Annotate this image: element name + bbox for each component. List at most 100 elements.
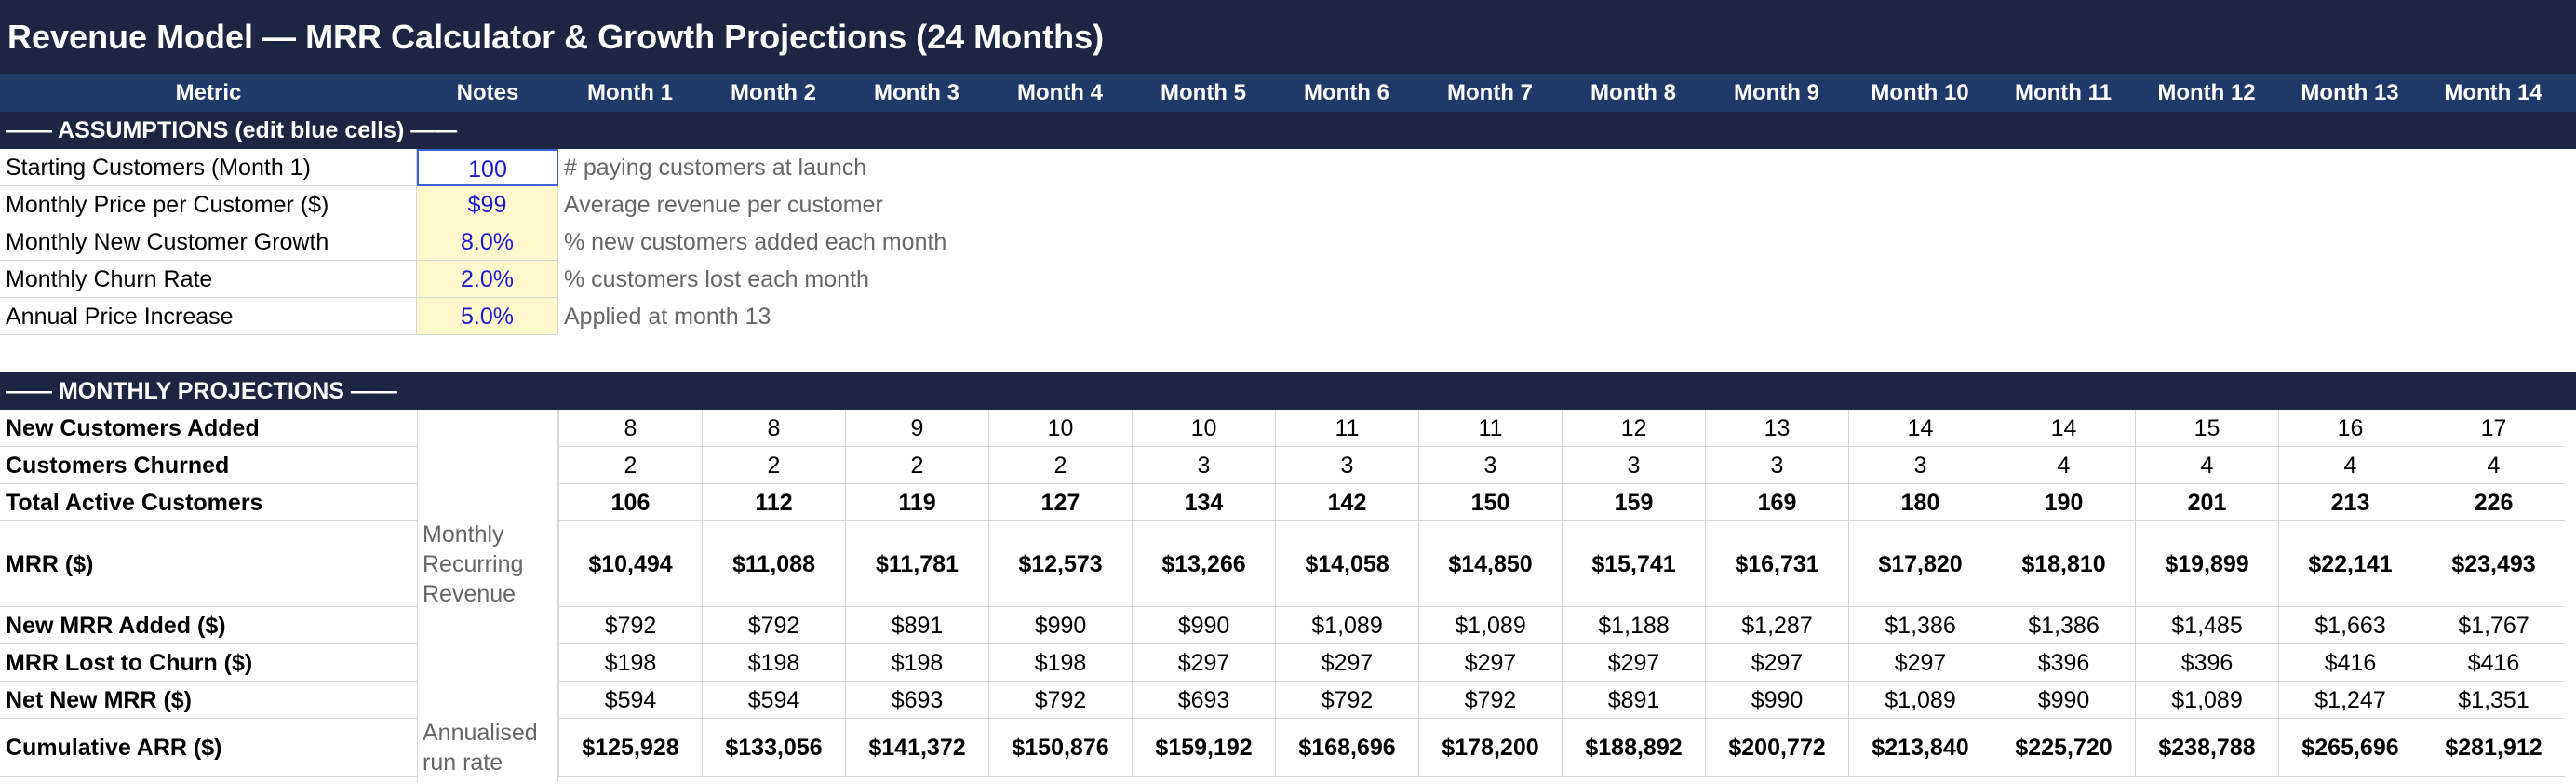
- projection-row-label[interactable]: New Customers Added: [0, 410, 417, 447]
- projection-value-cell[interactable]: 11: [1275, 410, 1418, 447]
- projection-value-cell[interactable]: $1,351: [2422, 682, 2565, 719]
- projection-value-cell[interactable]: 3: [1562, 447, 1705, 484]
- projection-value-cell[interactable]: $891: [845, 607, 988, 644]
- projection-value-cell[interactable]: $13,266: [1132, 521, 1275, 607]
- assumption-label[interactable]: Monthly Churn Rate: [0, 261, 417, 298]
- projection-value-cell[interactable]: $238,788: [2135, 719, 2278, 777]
- header-metric[interactable]: Metric: [175, 80, 242, 105]
- header-month-3[interactable]: Month 3: [874, 80, 959, 105]
- header-month-14[interactable]: Month 14: [2444, 80, 2542, 105]
- projection-value-cell[interactable]: $990: [988, 607, 1132, 644]
- header-month-9[interactable]: Month 9: [1734, 80, 1819, 105]
- projection-value-cell[interactable]: 11: [1418, 410, 1562, 447]
- projection-value-cell[interactable]: $1,089: [2135, 682, 2278, 719]
- projection-value-cell[interactable]: $168,696: [1275, 719, 1418, 777]
- assumption-label[interactable]: Starting Customers (Month 1): [0, 149, 417, 186]
- header-month-13[interactable]: Month 13: [2301, 80, 2399, 105]
- projection-value-cell[interactable]: $416: [2422, 644, 2565, 682]
- projection-value-cell[interactable]: $396: [2135, 644, 2278, 682]
- projection-value-cell[interactable]: $297: [1275, 644, 1418, 682]
- projection-value-cell[interactable]: $1,767: [2422, 607, 2565, 644]
- projection-value-cell[interactable]: $297: [1705, 644, 1848, 682]
- projection-value-cell[interactable]: $19,899: [2135, 521, 2278, 607]
- projection-value-cell[interactable]: 3: [1132, 447, 1275, 484]
- header-month-12[interactable]: Month 12: [2157, 80, 2256, 105]
- projection-row-label[interactable]: MRR ($): [0, 521, 417, 607]
- header-month-6[interactable]: Month 6: [1304, 80, 1389, 105]
- projection-value-cell[interactable]: $11,088: [702, 521, 845, 607]
- projection-value-cell[interactable]: 9: [845, 410, 988, 447]
- projection-value-cell[interactable]: $200,772: [1705, 719, 1848, 777]
- projection-value-cell[interactable]: $792: [558, 607, 702, 644]
- projection-row-label[interactable]: Total Active Customers: [0, 484, 417, 521]
- projection-value-cell[interactable]: $1,386: [1848, 607, 1992, 644]
- projection-value-cell[interactable]: 201: [2135, 484, 2278, 521]
- projection-value-cell[interactable]: $16,731: [1705, 521, 1848, 607]
- header-month-5[interactable]: Month 5: [1161, 80, 1246, 105]
- projection-value-cell[interactable]: $990: [1992, 682, 2135, 719]
- assumption-note[interactable]: Applied at month 13: [564, 304, 771, 330]
- projection-value-cell[interactable]: $990: [1132, 607, 1275, 644]
- projection-value-cell[interactable]: $990: [1705, 682, 1848, 719]
- assumption-note[interactable]: % new customers added each month: [564, 229, 947, 255]
- projection-value-cell[interactable]: $188,892: [1562, 719, 1705, 777]
- assumption-note[interactable]: Average revenue per customer: [564, 192, 883, 218]
- projection-row-note[interactable]: Monthly Recurring Revenue: [423, 521, 524, 607]
- assumption-label[interactable]: Monthly Price per Customer ($): [0, 186, 417, 223]
- projection-value-cell[interactable]: 13: [1705, 410, 1848, 447]
- projection-value-cell[interactable]: 16: [2278, 410, 2422, 447]
- projection-value-cell[interactable]: 3: [1418, 447, 1562, 484]
- projection-value-cell[interactable]: $281,912: [2422, 719, 2565, 777]
- projection-row-label[interactable]: MRR Lost to Churn ($): [0, 644, 417, 682]
- projection-value-cell[interactable]: $141,372: [845, 719, 988, 777]
- projection-value-cell[interactable]: $150,876: [988, 719, 1132, 777]
- projection-value-cell[interactable]: 4: [2422, 447, 2565, 484]
- projection-value-cell[interactable]: $198: [702, 644, 845, 682]
- projection-value-cell[interactable]: $693: [845, 682, 988, 719]
- assumption-note[interactable]: # paying customers at launch: [564, 155, 867, 181]
- projection-value-cell[interactable]: 12: [1562, 410, 1705, 447]
- projection-value-cell[interactable]: 106: [558, 484, 702, 521]
- projection-value-cell[interactable]: 15: [2135, 410, 2278, 447]
- projection-value-cell[interactable]: $198: [988, 644, 1132, 682]
- projection-value-cell[interactable]: $10,494: [558, 521, 702, 607]
- projection-value-cell[interactable]: $792: [988, 682, 1132, 719]
- projection-value-cell[interactable]: 3: [1705, 447, 1848, 484]
- projection-value-cell[interactable]: 134: [1132, 484, 1275, 521]
- projection-value-cell[interactable]: 180: [1848, 484, 1992, 521]
- assumption-input-cell[interactable]: 100: [417, 149, 558, 186]
- projection-value-cell[interactable]: $594: [558, 682, 702, 719]
- projection-value-cell[interactable]: $198: [845, 644, 988, 682]
- projection-row-label[interactable]: Customers Churned: [0, 447, 417, 484]
- projection-value-cell[interactable]: 213: [2278, 484, 2422, 521]
- projection-value-cell[interactable]: $14,058: [1275, 521, 1418, 607]
- projection-value-cell[interactable]: $396: [1992, 644, 2135, 682]
- projections-section-header[interactable]: —— MONTHLY PROJECTIONS ——: [0, 372, 2576, 410]
- header-month-11[interactable]: Month 11: [2014, 80, 2112, 105]
- assumption-label[interactable]: Annual Price Increase: [0, 298, 417, 335]
- projection-value-cell[interactable]: $225,720: [1992, 719, 2135, 777]
- projection-value-cell[interactable]: $18,810: [1992, 521, 2135, 607]
- projection-value-cell[interactable]: $1,485: [2135, 607, 2278, 644]
- projection-value-cell[interactable]: $297: [1132, 644, 1275, 682]
- header-month-8[interactable]: Month 8: [1590, 80, 1676, 105]
- projection-value-cell[interactable]: $17,820: [1848, 521, 1992, 607]
- header-month-1[interactable]: Month 1: [587, 80, 673, 105]
- projection-value-cell[interactable]: $159,192: [1132, 719, 1275, 777]
- projection-value-cell[interactable]: $1,386: [1992, 607, 2135, 644]
- projection-value-cell[interactable]: $178,200: [1418, 719, 1562, 777]
- header-month-7[interactable]: Month 7: [1447, 80, 1533, 105]
- projection-value-cell[interactable]: $297: [1848, 644, 1992, 682]
- projection-value-cell[interactable]: 190: [1992, 484, 2135, 521]
- projection-value-cell[interactable]: $891: [1562, 682, 1705, 719]
- assumption-label[interactable]: Monthly New Customer Growth: [0, 223, 417, 261]
- projection-value-cell[interactable]: $14,850: [1418, 521, 1562, 607]
- projection-value-cell[interactable]: 150: [1418, 484, 1562, 521]
- header-month-4[interactable]: Month 4: [1017, 80, 1103, 105]
- projection-value-cell[interactable]: $1,247: [2278, 682, 2422, 719]
- projection-value-cell[interactable]: $23,493: [2422, 521, 2565, 607]
- projection-value-cell[interactable]: 226: [2422, 484, 2565, 521]
- projection-value-cell[interactable]: 3: [1848, 447, 1992, 484]
- assumption-input-cell[interactable]: 5.0%: [417, 298, 558, 335]
- header-notes[interactable]: Notes: [456, 80, 519, 105]
